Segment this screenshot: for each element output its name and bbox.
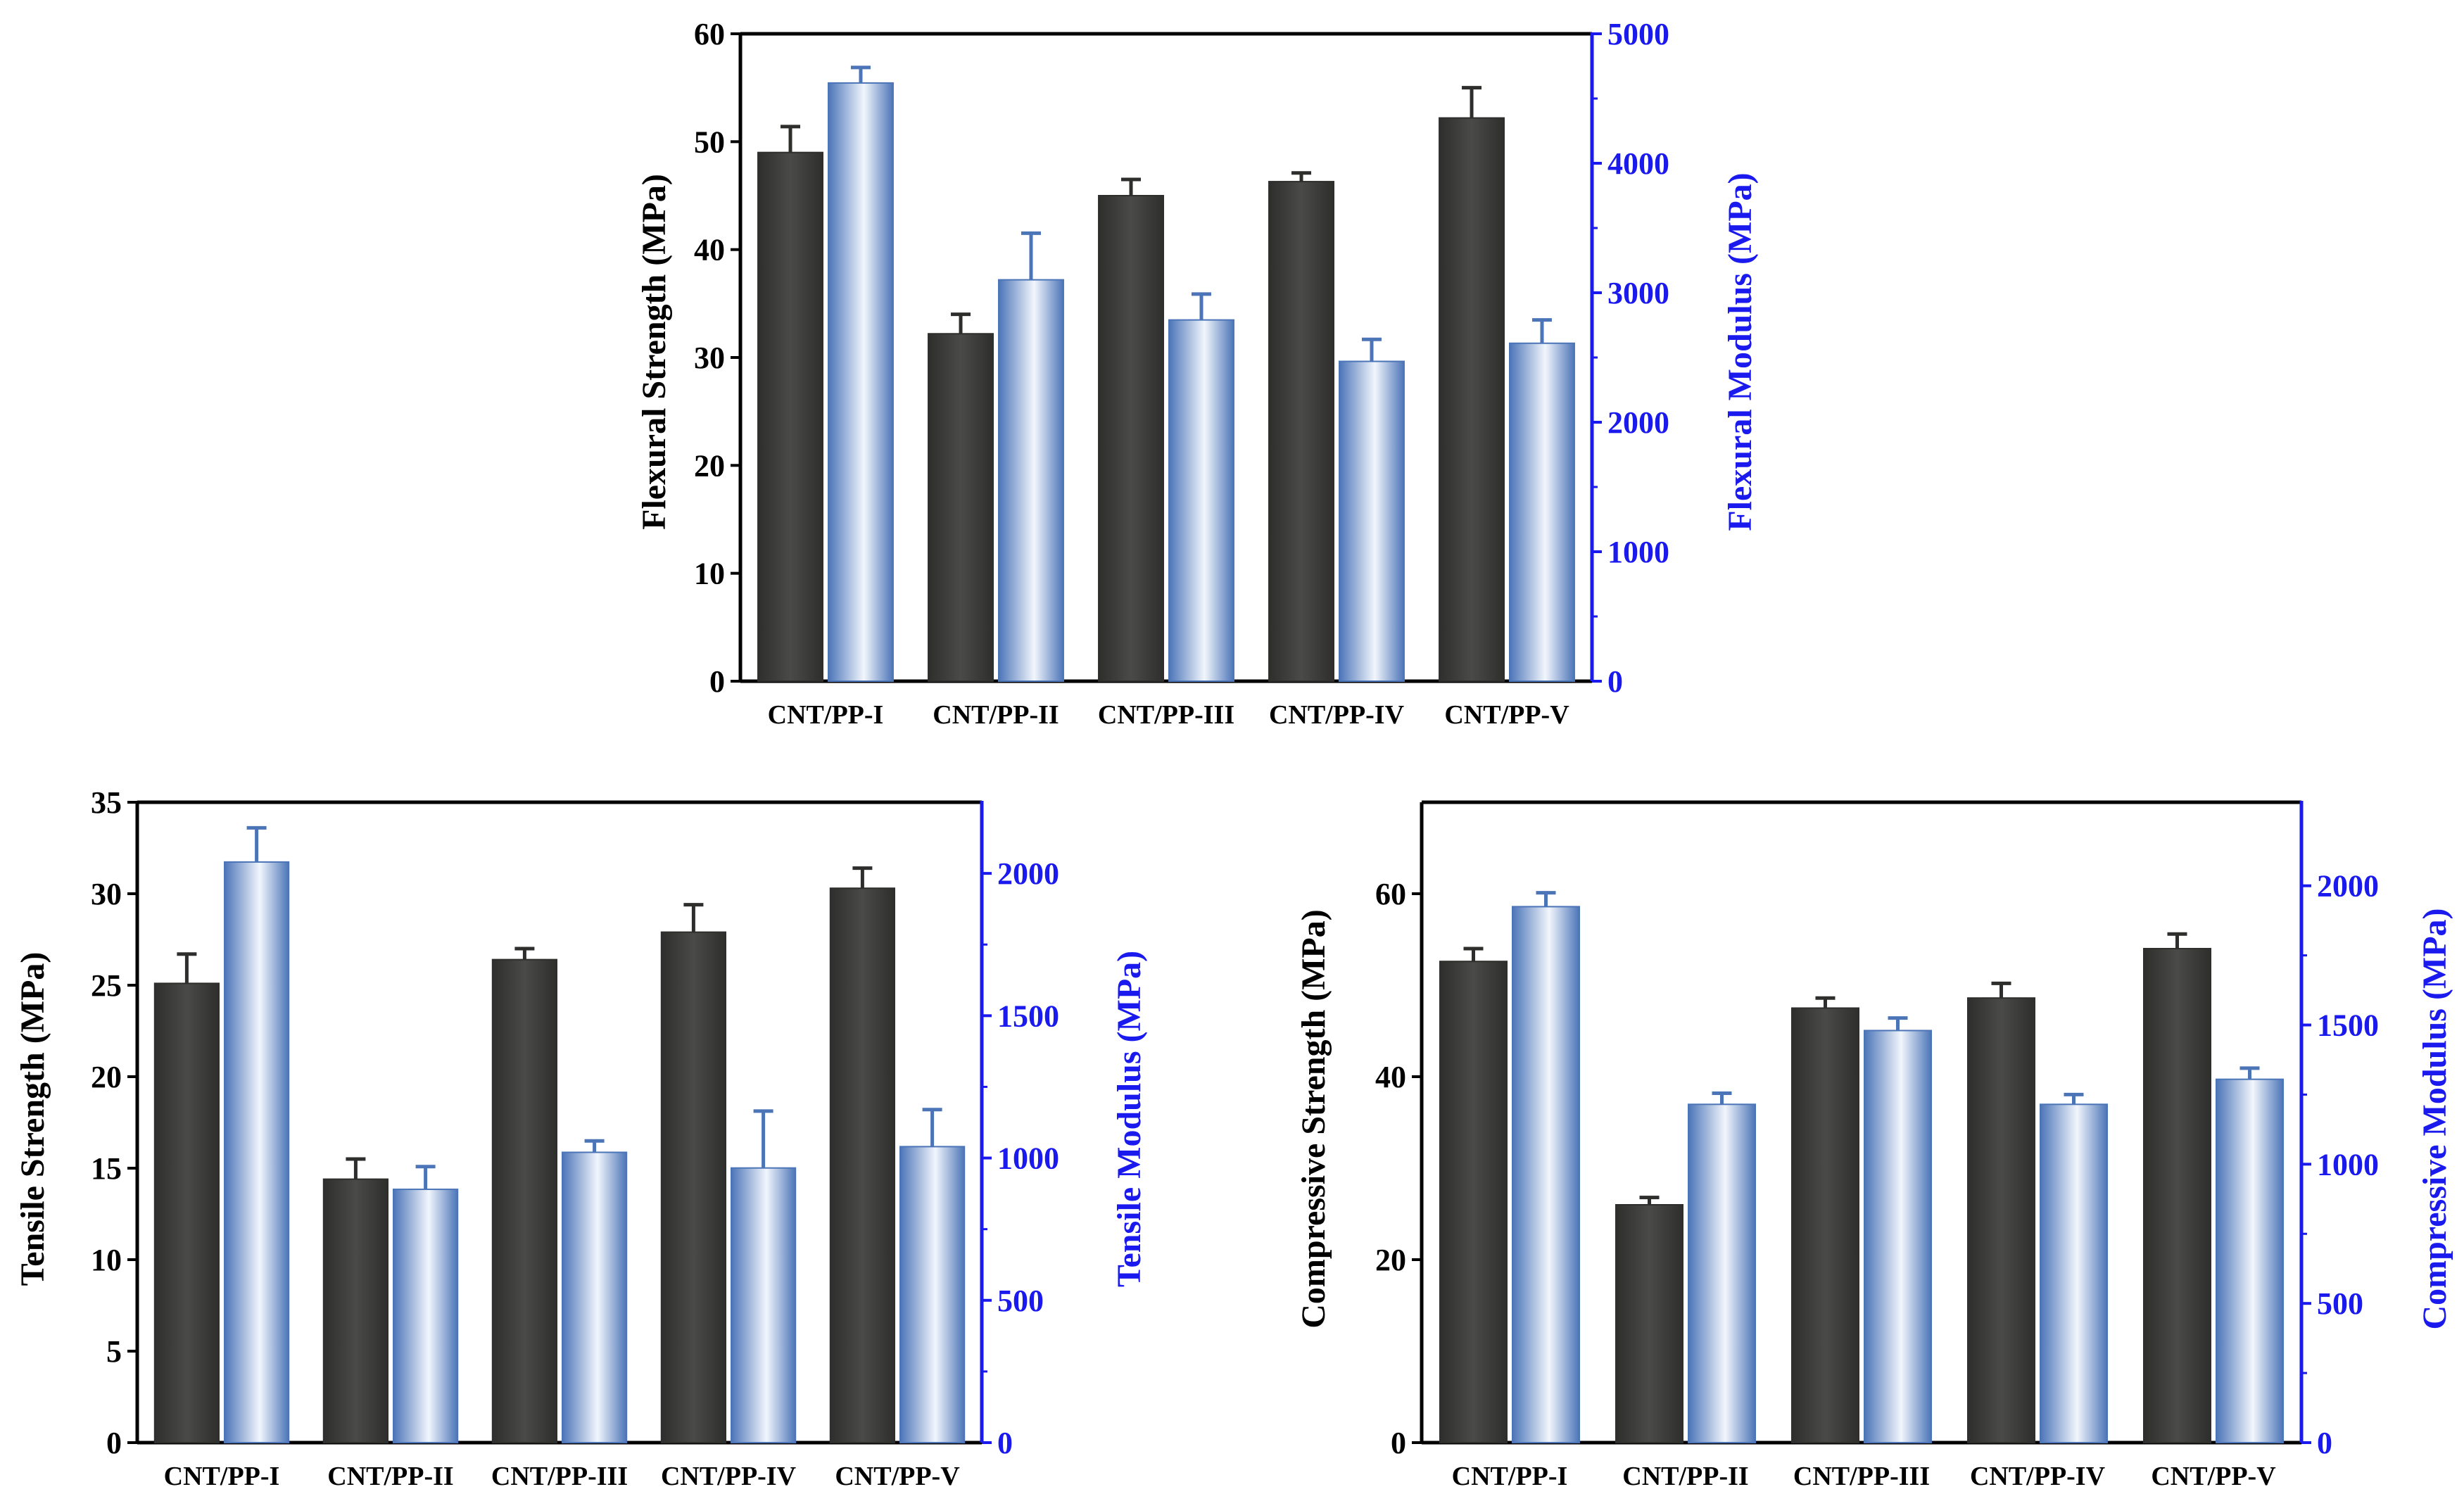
flexural-chart: 0 10 20 30 40 50 60 0 1000 2000 3000 4000 5000 CNT/PP… [636, 17, 1759, 730]
flexural-y2-tick-label: 3000 [1607, 276, 1669, 310]
flexural-y2-tick-label: 2000 [1607, 405, 1669, 440]
tensile-chart: 0 5 10 15 20 25 30 35 0 500 1000 1500 2000 CNT/PP-I CN… [14, 785, 1148, 1491]
tensile-y-tick-label: 15 [91, 1151, 122, 1186]
tensile-y-tick-label: 25 [91, 968, 122, 1003]
flexural-y-tick-label: 10 [694, 557, 725, 591]
tensile-category-label: CNT/PP-IV [661, 1462, 797, 1491]
tensile-y2-tick-label: 1000 [997, 1141, 1059, 1176]
tensile-category-label: CNT/PP-V [835, 1462, 960, 1491]
flexural-y2-tick-label: 0 [1607, 664, 1623, 699]
flexural-category-label: CNT/PP-I [768, 700, 884, 730]
compressive-y2-tick-label: 1000 [2317, 1147, 2379, 1182]
tensile-strength-bar [829, 887, 896, 1443]
compressive-y2-axis-label: Compressive Modulus (MPa) [2416, 908, 2453, 1329]
compressive-y-tick-label: 20 [1375, 1243, 1406, 1277]
tensile-y-tick-label: 35 [91, 785, 122, 820]
flexural-strength-bar [757, 151, 824, 682]
compressive-modulus-bar [2216, 1078, 2284, 1444]
compressive-chart: 0 20 40 60 0 500 1000 1500 2000 CNT/PP-I CNT/PP-II… [1295, 800, 2453, 1491]
compressive-y-tick-label: 60 [1375, 877, 1406, 911]
compressive-modulus-bar [1512, 906, 1580, 1443]
tensile-y2-tick-label: 0 [997, 1426, 1013, 1460]
tensile-y-tick-label: 20 [91, 1060, 122, 1094]
flexural-category-label: CNT/PP-II [933, 700, 1059, 730]
compressive-strength-bar [1791, 1007, 1859, 1443]
flexural-strength-bar [928, 333, 994, 682]
compressive-chart-marks: 0 20 40 60 0 500 1000 1500 2000 CNT/PP-I CNT/PP-II… [1375, 800, 2379, 1491]
flexural-modulus-bar [828, 82, 894, 683]
flexural-category-label: CNT/PP-III [1098, 700, 1234, 730]
compressive-category-label: CNT/PP-IV [1970, 1462, 2106, 1491]
tensile-y2-axis-label: Tensile Modulus (MPa) [1111, 951, 1148, 1287]
tensile-modulus-bar [224, 861, 290, 1443]
compressive-strength-bar [1615, 1204, 1683, 1443]
tensile-y-axis-label: Tensile Strength (MPa) [14, 952, 51, 1286]
flexural-y-tick-label: 40 [694, 233, 725, 267]
flexural-y2-tick-label: 1000 [1607, 535, 1669, 569]
tensile-y2-tick-label: 1500 [997, 999, 1059, 1033]
flexural-chart-marks: 0 10 20 30 40 50 60 0 1000 2000 3000 4000 5000 CNT/PP… [694, 17, 1669, 730]
flexural-y-tick-label: 30 [694, 341, 725, 375]
tensile-category-label: CNT/PP-I [164, 1462, 280, 1491]
tensile-y-tick-label: 10 [91, 1243, 122, 1277]
flexural-y-axis-label: Flexural Strength (MPa) [636, 174, 673, 530]
flexural-modulus-bar [998, 279, 1064, 683]
compressive-y2-tick-label: 2000 [2317, 869, 2379, 904]
tensile-modulus-bar [899, 1146, 966, 1444]
tensile-modulus-bar [562, 1151, 628, 1443]
flexural-y-tick-label: 50 [694, 125, 725, 159]
flexural-category-label: CNT/PP-V [1444, 700, 1569, 730]
compressive-modulus-bar [1688, 1103, 1756, 1443]
flexural-modulus-bar [1168, 319, 1234, 682]
flexural-category-label: CNT/PP-IV [1269, 700, 1405, 730]
tensile-strength-bar [322, 1178, 388, 1443]
compressive-category-label: CNT/PP-III [1793, 1462, 1930, 1491]
flexural-strength-bar [1439, 117, 1505, 683]
tensile-y2-tick-label: 500 [997, 1284, 1044, 1318]
compressive-y2-tick-label: 500 [2317, 1286, 2363, 1321]
compressive-strength-bar [1967, 997, 2035, 1443]
flexural-y2-tick-label: 5000 [1607, 17, 1669, 51]
flexural-strength-bar [1098, 195, 1165, 682]
flexural-y-tick-label: 20 [694, 448, 725, 483]
compressive-y2-tick-label: 1500 [2317, 1008, 2379, 1043]
compressive-y-axis-label: Compressive Strength (MPa) [1295, 909, 1332, 1328]
flexural-modulus-bar [1509, 342, 1575, 682]
tensile-y-tick-label: 0 [106, 1426, 122, 1460]
flexural-y-tick-label: 60 [694, 17, 725, 51]
tensile-strength-bar [153, 982, 220, 1443]
flexural-modulus-bar [1339, 360, 1405, 683]
compressive-y-tick-label: 40 [1375, 1060, 1406, 1094]
compressive-y2-tick-label: 0 [2317, 1426, 2332, 1460]
compressive-y-tick-label: 0 [1391, 1426, 1406, 1460]
tensile-chart-marks: 0 5 10 15 20 25 30 35 0 500 1000 1500 2000 CNT/PP-I CN… [91, 785, 1059, 1491]
compressive-modulus-bar [2040, 1103, 2108, 1443]
flexural-strength-bar [1268, 181, 1335, 683]
tensile-strength-bar [491, 958, 557, 1443]
tensile-category-label: CNT/PP-III [491, 1462, 628, 1491]
compressive-strength-bar [2143, 948, 2211, 1443]
flexural-y2-tick-label: 4000 [1607, 146, 1669, 181]
compressive-modulus-bar [1864, 1030, 1932, 1444]
compressive-category-label: CNT/PP-II [1622, 1462, 1748, 1491]
flexural-y-tick-label: 0 [709, 664, 725, 699]
flexural-y2-axis-label: Flexural Modulus (MPa) [1721, 172, 1759, 531]
tensile-y-tick-label: 30 [91, 877, 122, 911]
tensile-y2-tick-label: 2000 [997, 856, 1059, 891]
tensile-modulus-bar [731, 1167, 797, 1443]
tensile-category-label: CNT/PP-II [327, 1462, 453, 1491]
compressive-strength-bar [1439, 961, 1508, 1443]
compressive-category-label: CNT/PP-V [2151, 1462, 2276, 1491]
tensile-modulus-bar [393, 1189, 459, 1443]
tensile-strength-bar [660, 931, 726, 1443]
tensile-y-tick-label: 5 [106, 1334, 122, 1369]
compressive-category-label: CNT/PP-I [1452, 1462, 1568, 1491]
